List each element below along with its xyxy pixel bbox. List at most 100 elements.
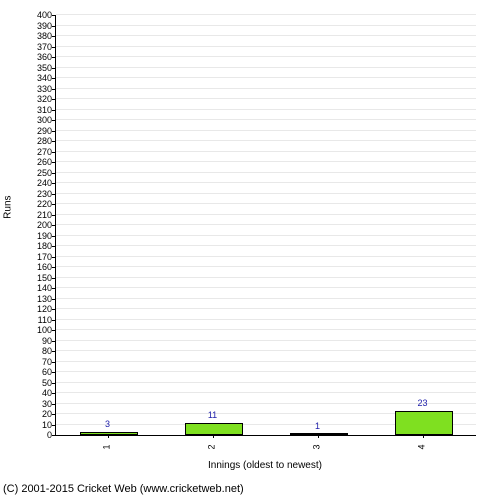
ytick-label: 280 xyxy=(24,136,52,146)
plot-area xyxy=(55,15,476,436)
ytick-mark xyxy=(52,414,55,415)
gridline xyxy=(56,235,476,236)
ytick-label: 390 xyxy=(24,21,52,31)
bar-value-label: 3 xyxy=(105,419,110,429)
ytick-label: 40 xyxy=(24,388,52,398)
ytick-mark xyxy=(52,330,55,331)
ytick-mark xyxy=(52,404,55,405)
ytick-label: 300 xyxy=(24,115,52,125)
gridline xyxy=(56,308,476,309)
ytick-mark xyxy=(52,26,55,27)
ytick-mark xyxy=(52,152,55,153)
gridline xyxy=(56,266,476,267)
ytick-label: 100 xyxy=(24,325,52,335)
ytick-mark xyxy=(52,383,55,384)
ytick-label: 60 xyxy=(24,367,52,377)
gridline xyxy=(56,203,476,204)
ytick-mark xyxy=(52,435,55,436)
ytick-label: 200 xyxy=(24,220,52,230)
ytick-mark xyxy=(52,162,55,163)
ytick-mark xyxy=(52,89,55,90)
ytick-label: 70 xyxy=(24,357,52,367)
gridline xyxy=(56,56,476,57)
chart-container: Runs Innings (oldest to newest) (C) 2001… xyxy=(0,0,500,500)
gridline xyxy=(56,193,476,194)
bar-value-label: 11 xyxy=(208,410,217,420)
xtick-mark xyxy=(213,435,214,438)
gridline xyxy=(56,140,476,141)
gridline xyxy=(56,298,476,299)
ytick-label: 400 xyxy=(24,10,52,20)
ytick-mark xyxy=(52,120,55,121)
gridline xyxy=(56,130,476,131)
gridline xyxy=(56,277,476,278)
gridline xyxy=(56,119,476,120)
gridline xyxy=(56,161,476,162)
xtick-label: 1 xyxy=(101,444,111,449)
gridline xyxy=(56,109,476,110)
ytick-mark xyxy=(52,47,55,48)
ytick-mark xyxy=(52,299,55,300)
gridline xyxy=(56,256,476,257)
ytick-label: 50 xyxy=(24,378,52,388)
bar xyxy=(290,433,348,435)
ytick-mark xyxy=(52,99,55,100)
ytick-label: 350 xyxy=(24,63,52,73)
ytick-label: 270 xyxy=(24,147,52,157)
gridline xyxy=(56,182,476,183)
ytick-label: 340 xyxy=(24,73,52,83)
gridline xyxy=(56,371,476,372)
ytick-mark xyxy=(52,183,55,184)
ytick-mark xyxy=(52,351,55,352)
gridline xyxy=(56,151,476,152)
ytick-label: 10 xyxy=(24,420,52,430)
gridline xyxy=(56,287,476,288)
ytick-label: 160 xyxy=(24,262,52,272)
ytick-mark xyxy=(52,15,55,16)
ytick-mark xyxy=(52,204,55,205)
gridline xyxy=(56,214,476,215)
ytick-mark xyxy=(52,236,55,237)
bar-value-label: 1 xyxy=(315,421,320,431)
gridline xyxy=(56,392,476,393)
ytick-mark xyxy=(52,372,55,373)
ytick-mark xyxy=(52,267,55,268)
ytick-label: 310 xyxy=(24,105,52,115)
ytick-mark xyxy=(52,425,55,426)
ytick-label: 130 xyxy=(24,294,52,304)
gridline xyxy=(56,25,476,26)
ytick-mark xyxy=(52,194,55,195)
gridline xyxy=(56,14,476,15)
ytick-mark xyxy=(52,278,55,279)
ytick-mark xyxy=(52,246,55,247)
ytick-mark xyxy=(52,36,55,37)
ytick-label: 90 xyxy=(24,336,52,346)
gridline xyxy=(56,350,476,351)
ytick-label: 120 xyxy=(24,304,52,314)
ytick-label: 380 xyxy=(24,31,52,41)
ytick-mark xyxy=(52,341,55,342)
ytick-mark xyxy=(52,131,55,132)
gridline xyxy=(56,329,476,330)
gridline xyxy=(56,340,476,341)
gridline xyxy=(56,245,476,246)
xtick-label: 2 xyxy=(206,444,216,449)
gridline xyxy=(56,224,476,225)
gridline xyxy=(56,88,476,89)
ytick-label: 0 xyxy=(24,430,52,440)
ytick-label: 290 xyxy=(24,126,52,136)
ytick-mark xyxy=(52,215,55,216)
ytick-label: 140 xyxy=(24,283,52,293)
ytick-label: 30 xyxy=(24,399,52,409)
ytick-label: 210 xyxy=(24,210,52,220)
gridline xyxy=(56,361,476,362)
ytick-mark xyxy=(52,68,55,69)
ytick-label: 240 xyxy=(24,178,52,188)
bar-value-label: 23 xyxy=(417,398,427,408)
xtick-label: 3 xyxy=(311,444,321,449)
ytick-label: 330 xyxy=(24,84,52,94)
copyright-text: (C) 2001-2015 Cricket Web (www.cricketwe… xyxy=(3,483,244,495)
gridline xyxy=(56,172,476,173)
gridline xyxy=(56,46,476,47)
ytick-label: 230 xyxy=(24,189,52,199)
